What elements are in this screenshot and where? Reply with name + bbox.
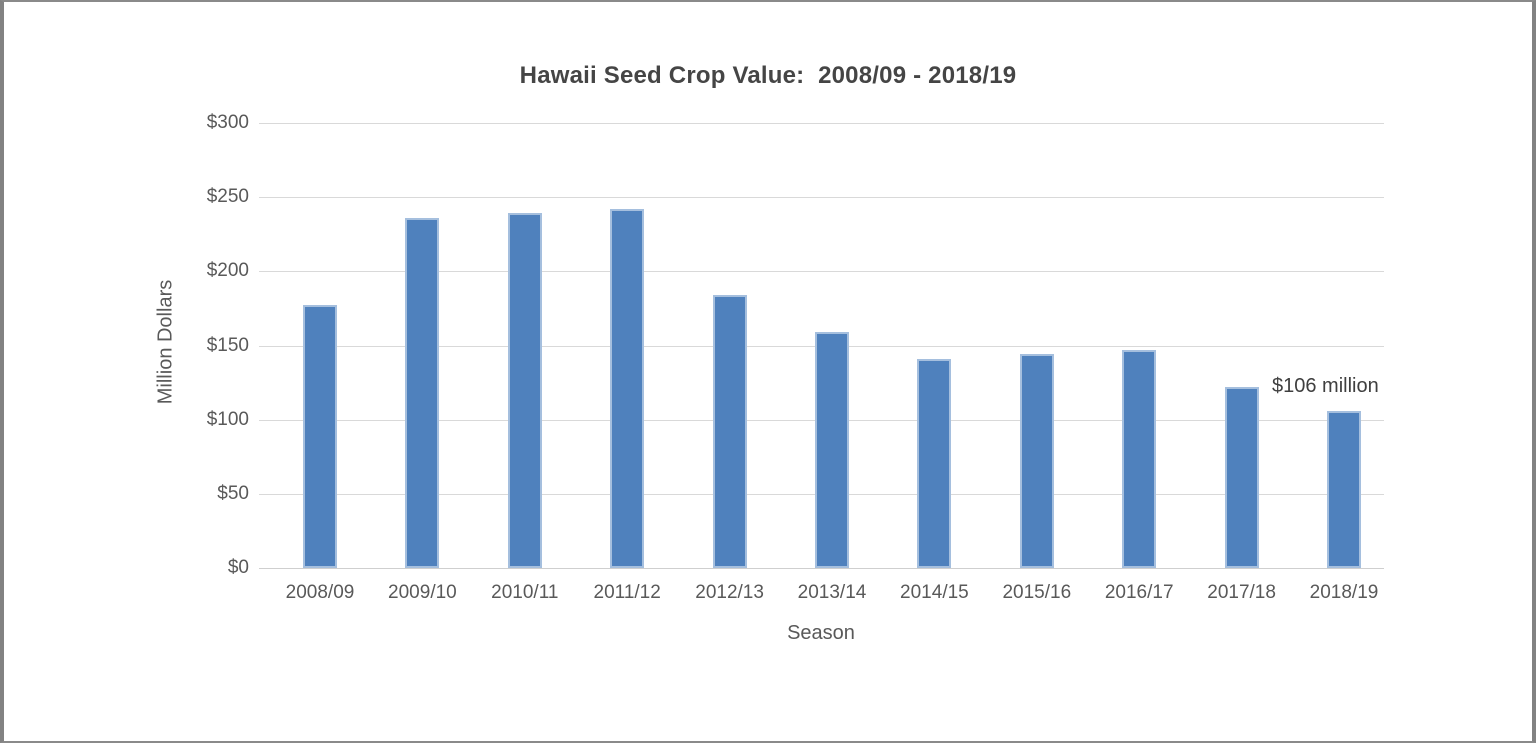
chart-title: Hawaii Seed Crop Value: 2008/09 - 2018/1… — [519, 62, 1017, 89]
plot-area: $0 $50 $100 $150 $200 $250 $300 2008/09 2009/10 2… — [207, 112, 1384, 603]
y-axis-title: Million Dollars — [154, 279, 177, 405]
bar-2012-13 — [712, 295, 747, 568]
x-tick-label-2012-13: 2012/13 — [695, 582, 764, 603]
bar-2016-17 — [1122, 349, 1157, 568]
x-tick-label-2015-16: 2015/16 — [1002, 582, 1072, 603]
chart-container: Hawaii Seed Crop Value: 2008/09 - 2018/1… — [4, 2, 1532, 741]
x-axis-title: Season — [787, 622, 855, 644]
x-tick-label-2016-17: 2016/17 — [1104, 582, 1174, 603]
x-tick-label-2018-19: 2018/19 — [1309, 582, 1379, 603]
bar-2018-19 — [1327, 410, 1361, 568]
y-tick-label-300: $300 — [206, 112, 249, 133]
bar-2009-10 — [405, 217, 440, 568]
bar-2014-15 — [917, 358, 952, 568]
x-tick-label-2017-18: 2017/18 — [1207, 582, 1276, 603]
y-tick-label-250: $250 — [206, 186, 249, 208]
x-tick-label-2009-10: 2009/10 — [388, 582, 457, 603]
x-tick-label-2014-15: 2014/15 — [900, 582, 969, 603]
gridline-300 — [259, 123, 1384, 124]
bar-2013-14 — [815, 332, 849, 568]
last-bar-value-annotation: $106 million — [1272, 375, 1379, 397]
y-tick-label-50: $50 — [217, 482, 249, 504]
bar-2008-09 — [303, 305, 337, 568]
gridline-0 — [259, 568, 1384, 569]
x-tick-label-2008-09: 2008/09 — [285, 582, 355, 603]
bar-2017-18 — [1224, 387, 1259, 568]
bar-2015-16 — [1019, 354, 1054, 568]
y-tick-label-0: $0 — [227, 557, 249, 578]
gridline-250 — [259, 197, 1384, 199]
bar-2010-11 — [507, 213, 542, 568]
bar-2011-12 — [610, 209, 645, 568]
y-tick-label-100: $100 — [206, 408, 249, 430]
gridline-200 — [259, 271, 1384, 273]
x-tick-label-2010-11: 2010/11 — [491, 582, 559, 603]
x-tick-label-2011-12: 2011/12 — [593, 582, 661, 603]
y-tick-label-200: $200 — [206, 260, 249, 282]
y-tick-label-150: $150 — [206, 334, 249, 356]
x-tick-label-2013-14: 2013/14 — [797, 582, 867, 603]
